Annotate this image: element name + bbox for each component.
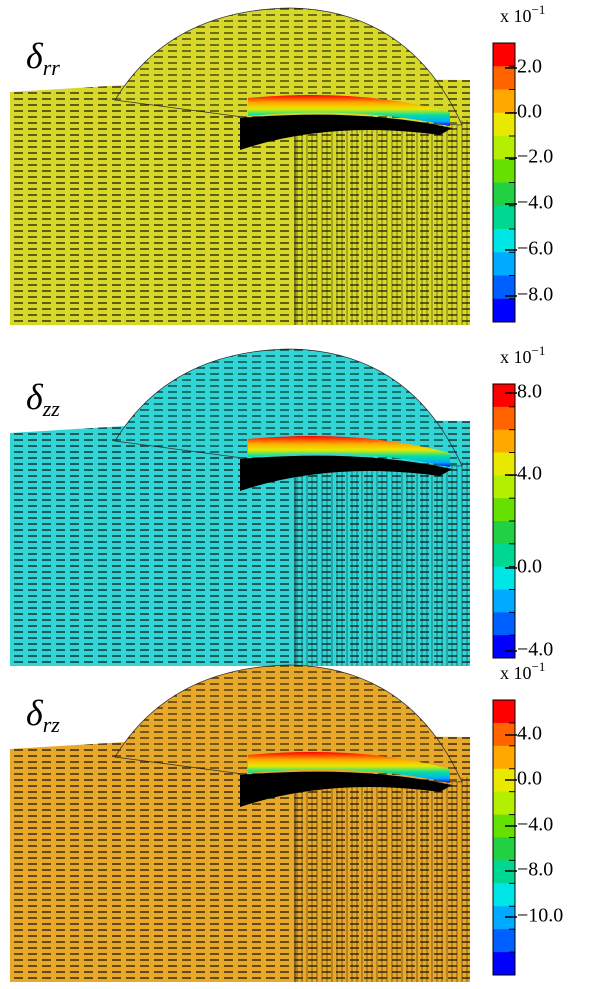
- colorbar-band: [493, 453, 515, 476]
- colorbar-tick-label: 0.0: [517, 556, 542, 578]
- colorbar-band: [493, 567, 515, 590]
- colorbar-tick-label: 2.0: [517, 56, 542, 78]
- colorbar-band: [493, 838, 515, 861]
- colorbar-band: [493, 183, 515, 207]
- render: [10, 8, 470, 325]
- colorbar-band: [493, 66, 515, 90]
- colorbar-band: [493, 113, 515, 137]
- colorbar-band: [493, 792, 515, 815]
- colorbar-band: [493, 299, 515, 323]
- colorbar-band: [493, 590, 515, 613]
- colorbar-band: [493, 746, 515, 769]
- colorbar-band: [493, 883, 515, 906]
- panel: δrr x 10−1 2.0 0.0 −2.0 −4.0 −6.0 −8.0: [10, 2, 553, 325]
- scale-label: x 10−1: [500, 343, 545, 367]
- colorbar-tick-label: 0.0: [517, 101, 542, 123]
- colorbar-band: [493, 252, 515, 276]
- colorbar-band: [493, 612, 515, 635]
- scale-base: x 10: [500, 663, 532, 683]
- colorbar-band: [493, 952, 515, 975]
- scale-base: x 10: [500, 6, 532, 26]
- scale-exponent: −1: [532, 343, 546, 358]
- colorbar-tick-label: −8.0: [517, 859, 553, 881]
- colorbar-band: [493, 860, 515, 883]
- colorbar-tick-label: 8.0: [517, 381, 542, 403]
- colorbar-band: [493, 929, 515, 952]
- figure: δrrx 10−12.00.0−2.0−4.0−6.0−8.0δzzx 10−1…: [0, 0, 610, 989]
- colorbar-band: [493, 498, 515, 521]
- colorbar-tick-label: 0.0: [517, 768, 542, 790]
- colorbar-tick-label: −6.0: [517, 238, 553, 260]
- colorbar-band: [493, 475, 515, 498]
- colorbar-band: [493, 43, 515, 67]
- colorbar-tick-label: −4.0: [517, 192, 553, 214]
- label-subscript: rr: [43, 55, 61, 80]
- panel-label: δzz: [26, 377, 60, 421]
- render: [10, 349, 470, 666]
- cut-face: [295, 777, 470, 982]
- label-symbol: δ: [26, 377, 44, 417]
- colorbar-band: [493, 521, 515, 544]
- panel: δrz x 10−1 4.0 0.0 −4.0 −8.0 −10.0: [10, 659, 563, 982]
- colorbar-band: [493, 384, 515, 407]
- label-symbol: δ: [26, 693, 44, 733]
- panel: δzz x 10−1 8.0 4.0 0.0 −4.0: [10, 343, 553, 666]
- colorbar-tick-label: −8.0: [517, 284, 553, 306]
- render: [10, 665, 470, 982]
- scale-base: x 10: [500, 347, 532, 367]
- colorbar-band: [493, 635, 515, 658]
- colorbar-band: [493, 407, 515, 430]
- colorbar-tick-label: −4.0: [517, 814, 553, 836]
- colorbar-band: [493, 229, 515, 253]
- colorbar-tick-label: 4.0: [517, 723, 542, 745]
- panel-label: δrr: [26, 36, 60, 80]
- colorbar-band: [493, 906, 515, 929]
- panel-label: δrz: [26, 693, 60, 737]
- colorbar-band: [493, 430, 515, 453]
- scale-label: x 10−1: [500, 659, 545, 683]
- colorbar-band: [493, 90, 515, 114]
- colorbar-tick-label: 4.0: [517, 463, 542, 485]
- colorbar-band: [493, 544, 515, 567]
- label-subscript: zz: [42, 396, 61, 421]
- label-symbol: δ: [26, 36, 44, 76]
- colorbar-band: [493, 159, 515, 183]
- colorbar-band: [493, 700, 515, 723]
- scale-label: x 10−1: [500, 2, 545, 26]
- label-subscript: rz: [43, 712, 61, 737]
- cut-face: [295, 461, 470, 666]
- colorbar-band: [493, 206, 515, 230]
- colorbar-tick-label: −2.0: [517, 146, 553, 168]
- colorbar-tick-label: −10.0: [517, 905, 563, 927]
- scale-exponent: −1: [532, 659, 546, 674]
- scale-exponent: −1: [532, 2, 546, 17]
- colorbar-band: [493, 136, 515, 160]
- cut-face: [295, 120, 470, 325]
- colorbar-tick-label: −4.0: [517, 639, 553, 661]
